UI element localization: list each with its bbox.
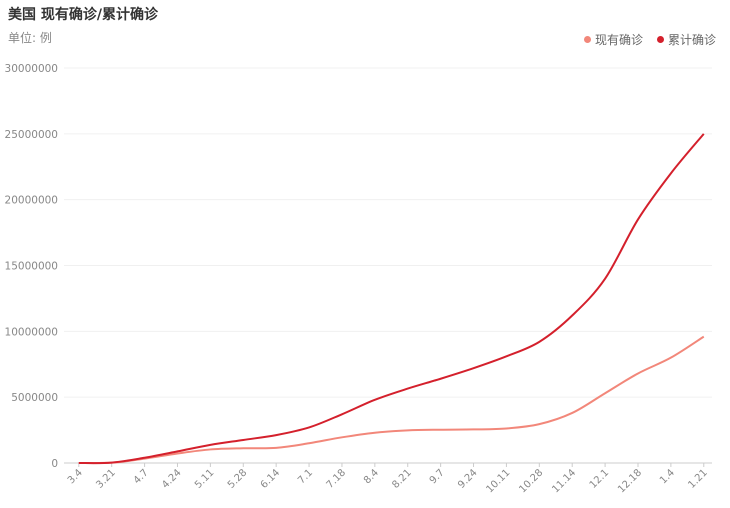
x-tick-label: 9.24 xyxy=(456,467,480,491)
x-tick-label: 7.1 xyxy=(296,467,315,486)
x-tick-label: 1.21 xyxy=(686,467,710,491)
x-tick-label: 5.11 xyxy=(193,467,217,491)
x-tick-label: 8.4 xyxy=(362,467,381,486)
x-tick-label: 4.7 xyxy=(132,467,151,486)
x-tick-label: 7.18 xyxy=(325,467,349,491)
y-tick-label: 0 xyxy=(51,458,58,470)
y-tick-label: 15000000 xyxy=(5,261,58,273)
x-tick-label: 5.28 xyxy=(226,467,250,491)
legend-dot-cumulative xyxy=(656,36,664,43)
x-tick-label: 11.14 xyxy=(550,467,578,495)
x-tick-label: 6.14 xyxy=(259,467,283,491)
legend: 现有确诊 累计确诊 xyxy=(583,31,716,48)
y-tick-label: 10000000 xyxy=(5,326,58,338)
series-line-cumulative xyxy=(78,133,705,465)
y-tick-label: 25000000 xyxy=(5,129,58,141)
x-tick-label: 12.18 xyxy=(616,467,644,495)
x-tick-label: 10.11 xyxy=(485,467,513,495)
legend-item-cumulative[interactable]: 累计确诊 xyxy=(656,31,716,48)
series-line-existing xyxy=(78,335,705,465)
legend-dot-existing xyxy=(583,36,591,43)
legend-label-existing: 现有确诊 xyxy=(594,33,643,47)
legend-item-existing[interactable]: 现有确诊 xyxy=(583,31,643,48)
x-tick-label: 3.21 xyxy=(94,467,118,491)
chart-title: 美国 现有确诊/累计确诊 xyxy=(8,7,158,23)
x-tick-label: 10.28 xyxy=(517,467,545,495)
unit-label: 单位: 例 xyxy=(8,31,52,45)
y-tick-label: 30000000 xyxy=(5,63,58,75)
legend-label-cumulative: 累计确诊 xyxy=(667,33,716,47)
y-tick-label: 5000000 xyxy=(11,392,58,404)
x-tick-label: 4.24 xyxy=(160,467,184,491)
x-tick-label: 9.7 xyxy=(428,467,447,486)
x-tick-label: 3.4 xyxy=(66,467,85,486)
x-tick-label: 8.21 xyxy=(390,467,414,491)
y-tick-label: 20000000 xyxy=(5,195,58,207)
x-tick-label: 12.1 xyxy=(588,467,612,491)
x-tick-label: 1.4 xyxy=(658,467,677,486)
